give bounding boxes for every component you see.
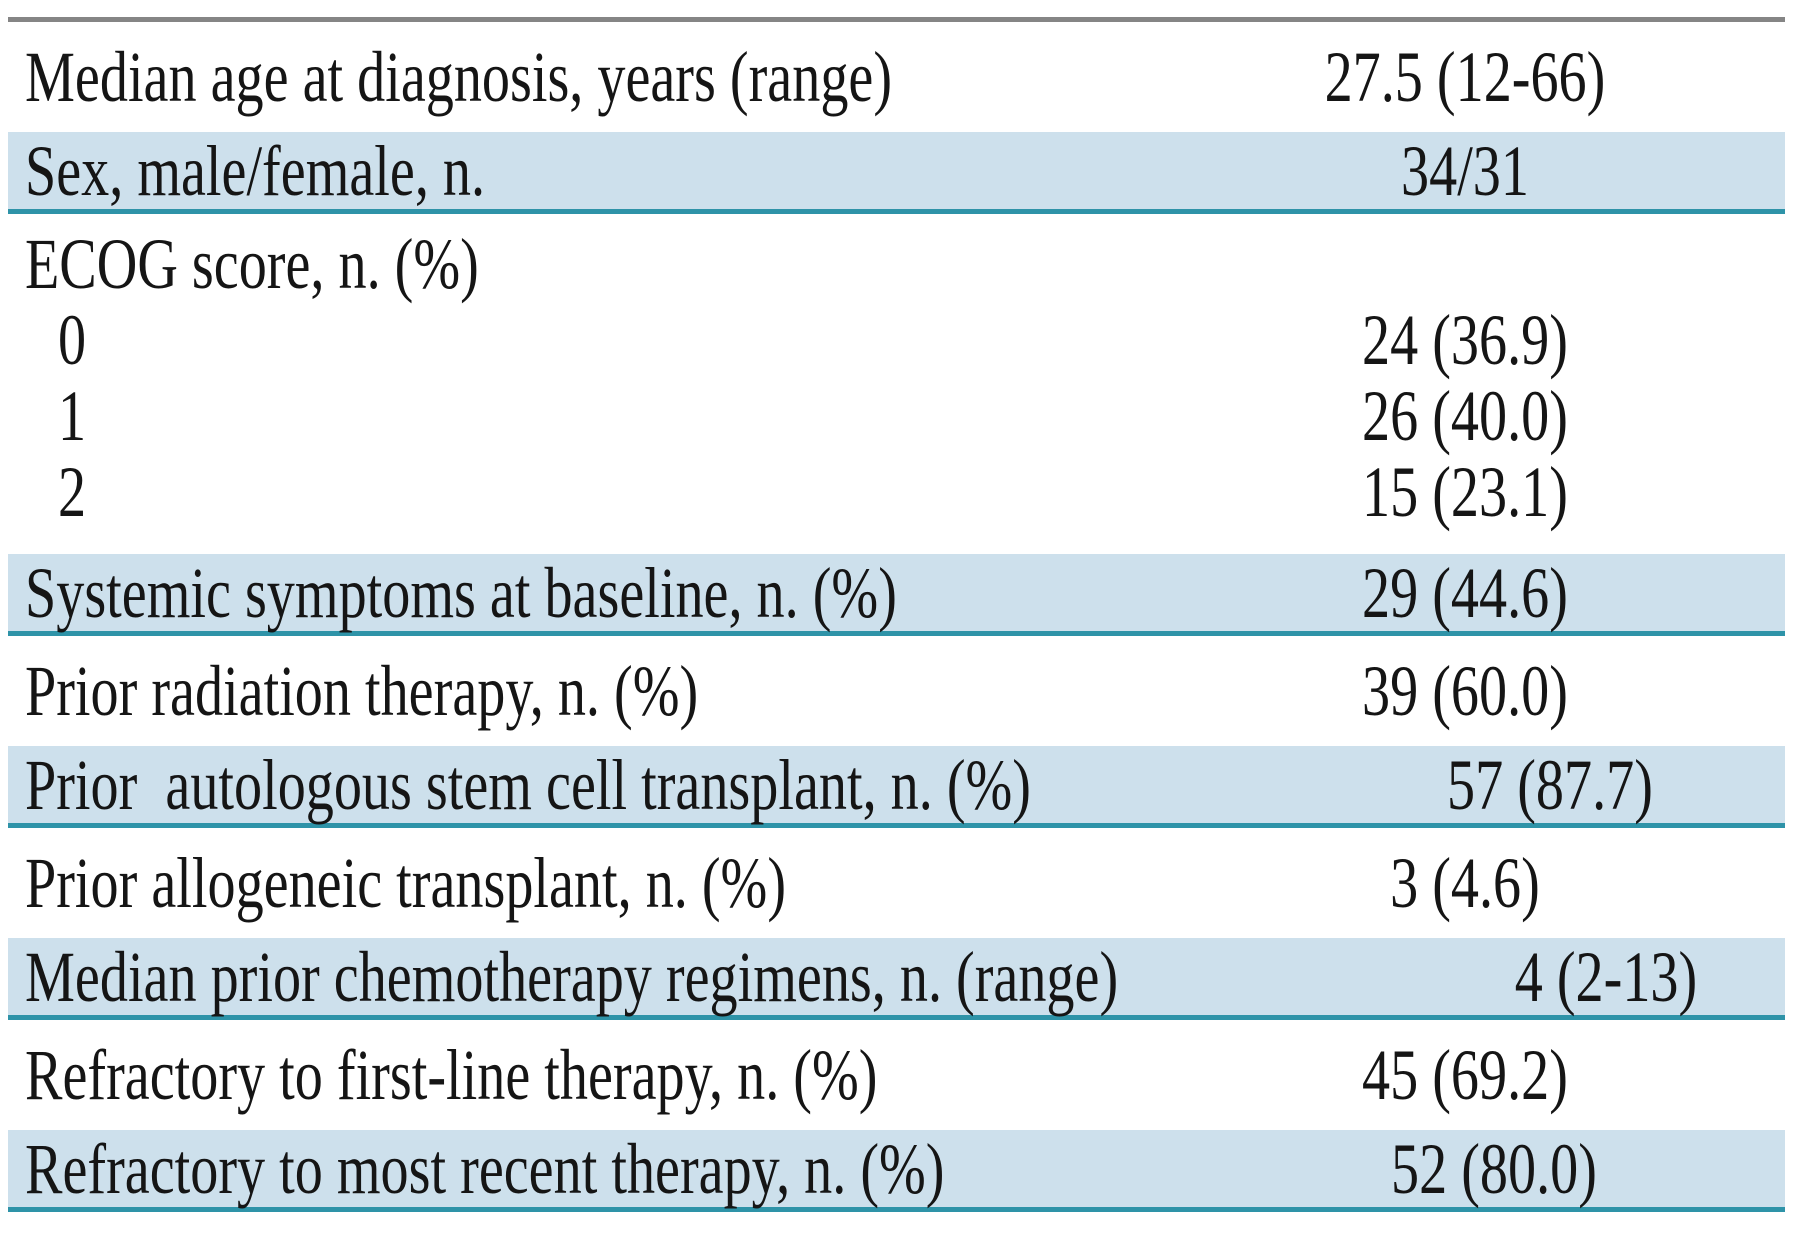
row-value: 27.5 (12-66) [1324, 37, 1606, 117]
row-label-cell: Sex, male/female, n. [8, 135, 1145, 207]
row-label-cell: ECOG score, n. (%) [8, 228, 1145, 300]
row-label-cell: Refractory to most recent therapy, n. (%… [8, 1133, 1204, 1205]
row-value: 34/31 [1401, 130, 1530, 211]
row-label: Prior allogeneic transplant, n. (%) [25, 843, 787, 923]
row-value: 4 (2-13) [1514, 936, 1697, 1017]
row-value-cell: 45 (69.2) [1145, 1039, 1785, 1111]
row-label-cell: Prior allogeneic transplant, n. (%) [8, 847, 1145, 919]
row-label-cell: 2 [8, 456, 1145, 528]
patient-characteristics-table: Median age at diagnosis, years (range) 2… [8, 17, 1785, 1212]
row-label-cell: Median age at diagnosis, years (range) [8, 41, 1145, 113]
table-row-group-ecog: ECOG score, n. (%) 0 24 (36.9) 1 26 (40.… [8, 214, 1785, 554]
table-row: Refractory to first-line therapy, n. (%)… [8, 1020, 1785, 1130]
row-value: 26 (40.0) [1362, 376, 1569, 456]
row-value-cell: 29 (44.6) [1145, 557, 1785, 629]
table-row: Median age at diagnosis, years (range) 2… [8, 22, 1785, 132]
table-row: Prior allogeneic transplant, n. (%) 3 (4… [8, 828, 1785, 938]
row-sublabel: 1 [58, 376, 87, 456]
table-row: Prior radiation therapy, n. (%) 39 (60.0… [8, 636, 1785, 746]
row-label: Median prior chemotherapy regimens, n. (… [25, 936, 1119, 1017]
row-label: Median age at diagnosis, years (range) [25, 37, 893, 117]
row-value-cell: 34/31 [1145, 135, 1785, 207]
row-value-cell: 4 (2-13) [1426, 941, 1785, 1013]
row-sublabel: 2 [58, 452, 87, 532]
row-value-cell: 57 (87.7) [1315, 749, 1785, 821]
row-label-cell: 0 [8, 304, 1145, 376]
row-label-cell: Prior radiation therapy, n. (%) [8, 655, 1145, 727]
group-sub-line: 0 24 (36.9) [8, 302, 1785, 378]
row-value-cell: 27.5 (12-66) [1145, 41, 1785, 113]
row-value: 29 (44.6) [1362, 552, 1569, 633]
group-sub-line: 1 26 (40.0) [8, 378, 1785, 454]
row-sublabel: 0 [58, 300, 87, 380]
row-label: Refractory to first-line therapy, n. (%) [25, 1035, 878, 1115]
row-value: 15 (23.1) [1362, 452, 1569, 532]
row-value: 57 (87.7) [1446, 744, 1653, 825]
group-sub-line: 2 15 (23.1) [8, 454, 1785, 530]
row-value-cell: 52 (80.0) [1204, 1133, 1785, 1205]
row-value: 24 (36.9) [1362, 300, 1569, 380]
row-label: ECOG score, n. (%) [25, 224, 479, 304]
row-label-cell: Median prior chemotherapy regimens, n. (… [8, 941, 1426, 1013]
row-value-cell: 26 (40.0) [1145, 380, 1785, 452]
table-row: Prior autologous stem cell transplant, n… [8, 746, 1785, 828]
table-row: Median prior chemotherapy regimens, n. (… [8, 938, 1785, 1020]
row-label-cell: 1 [8, 380, 1145, 452]
row-value-cell: 15 (23.1) [1145, 456, 1785, 528]
row-value-cell: 24 (36.9) [1145, 304, 1785, 376]
row-label-cell: Prior autologous stem cell transplant, n… [8, 749, 1315, 821]
table-row: Sex, male/female, n. 34/31 [8, 132, 1785, 214]
group-header-line: ECOG score, n. (%) [8, 226, 1785, 302]
row-value: 3 (4.6) [1390, 843, 1540, 923]
row-value: 39 (60.0) [1362, 651, 1569, 731]
row-value-cell: 39 (60.0) [1145, 655, 1785, 727]
row-label: Prior autologous stem cell transplant, n… [25, 744, 1032, 825]
row-value: 45 (69.2) [1362, 1035, 1569, 1115]
table-row: Refractory to most recent therapy, n. (%… [8, 1130, 1785, 1212]
row-value: 52 (80.0) [1391, 1128, 1598, 1209]
row-label: Systemic symptoms at baseline, n. (%) [25, 552, 897, 633]
row-label: Sex, male/female, n. [25, 130, 486, 211]
row-label: Prior radiation therapy, n. (%) [25, 651, 699, 731]
row-label-cell: Systemic symptoms at baseline, n. (%) [8, 557, 1145, 629]
row-label: Refractory to most recent therapy, n. (%… [25, 1128, 945, 1209]
row-value-cell: 3 (4.6) [1145, 847, 1785, 919]
row-label-cell: Refractory to first-line therapy, n. (%) [8, 1039, 1145, 1111]
table-row: Systemic symptoms at baseline, n. (%) 29… [8, 554, 1785, 636]
